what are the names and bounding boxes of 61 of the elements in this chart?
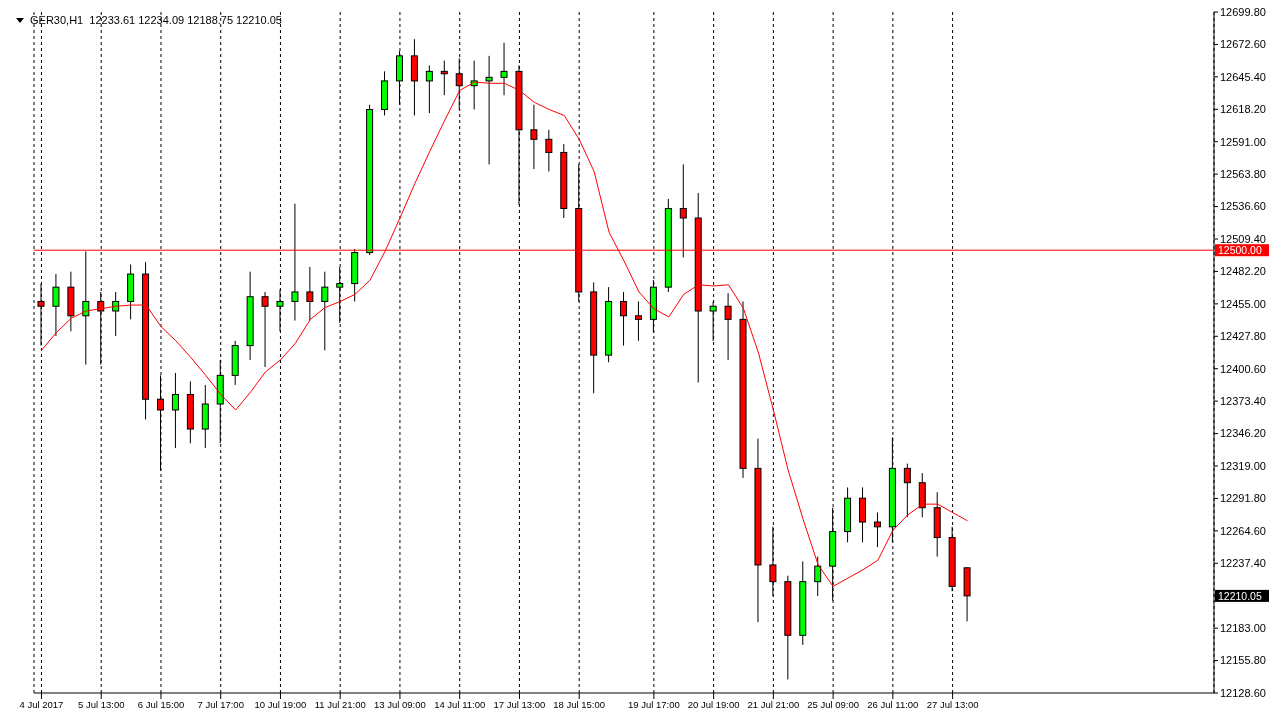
x-tick-label: 10 Jul 19:00 <box>254 698 307 710</box>
candlestick <box>261 291 269 368</box>
x-tick-label: 25 Jul 09:00 <box>807 698 859 710</box>
y-tick-label: 12672.60 <box>1220 38 1266 51</box>
candlestick <box>500 42 508 96</box>
y-tick-label: 12645.40 <box>1220 70 1266 83</box>
y-tick-label: 12346.20 <box>1220 427 1266 440</box>
chart-title: GER30,H1 12233.61 12234.09 12188.75 12210.05 <box>30 14 282 26</box>
candlestick <box>530 104 538 170</box>
y-tick-label: 12128.60 <box>1220 686 1266 699</box>
candlestick <box>724 292 732 361</box>
candlestick <box>873 512 881 548</box>
candlestick <box>171 372 179 449</box>
y-tick-label: 12509.40 <box>1220 232 1266 245</box>
y-tick-label: 12482.20 <box>1220 265 1266 278</box>
x-tick-label: 20 Jul 19:00 <box>687 698 740 710</box>
y-tick-label: 12373.40 <box>1220 395 1266 408</box>
candlestick <box>903 463 911 518</box>
y-tick-label: 12319.00 <box>1220 459 1266 472</box>
candlestick <box>440 60 448 96</box>
x-tick-label: 21 Jul 21:00 <box>747 698 800 710</box>
y-tick-label: 12183.00 <box>1220 622 1266 635</box>
y-tick-label: 12563.80 <box>1220 168 1266 181</box>
text: 12210.05 <box>1218 589 1262 602</box>
candlestick <box>112 291 120 337</box>
x-tick-label: 13 Jul 09:00 <box>374 698 426 710</box>
y-tick-label: 12455.00 <box>1220 297 1266 310</box>
y-tick-label: 12264.60 <box>1220 524 1266 537</box>
x-tick-label: 14 Jul 11:00 <box>434 698 486 710</box>
y-tick-label: 12536.60 <box>1220 200 1266 213</box>
candlestick <box>634 300 642 342</box>
y-tick-label: 12155.80 <box>1220 654 1266 667</box>
ref-line-label: 12500.00 <box>1218 244 1262 257</box>
y-tick-label: 12591.00 <box>1220 135 1266 148</box>
y-tick-label: 12427.80 <box>1220 330 1266 343</box>
x-tick-label: 27 Jul 13:00 <box>926 698 979 710</box>
y-tick-label: 12699.80 <box>1220 5 1266 18</box>
candlestick <box>545 129 553 173</box>
candlestick <box>306 266 314 322</box>
x-tick-label: 5 Jul 13:00 <box>77 698 125 710</box>
candlestick <box>291 203 299 322</box>
x-tick-label: 19 Jul 17:00 <box>627 698 680 710</box>
x-tick-label: 4 Jul 2017 <box>19 698 64 710</box>
x-tick-label: 18 Jul 15:00 <box>553 698 606 710</box>
candlestick <box>859 486 867 543</box>
x-tick-label: 11 Jul 21:00 <box>314 698 366 710</box>
y-tick-label: 12618.20 <box>1220 103 1266 116</box>
x-tick-label: 7 Jul 17:00 <box>197 698 244 710</box>
candlestick <box>82 250 90 366</box>
x-tick-label: 26 Jul 11:00 <box>867 698 919 710</box>
candlestick <box>485 55 493 165</box>
candlestick <box>620 291 628 347</box>
candlestick <box>814 556 822 597</box>
candlestick <box>425 64 433 114</box>
y-tick-label: 12237.40 <box>1220 557 1266 570</box>
y-tick-label: 12400.60 <box>1220 362 1266 375</box>
candlestick <box>321 271 329 351</box>
x-tick-label: 17 Jul 13:00 <box>493 698 546 710</box>
x-tick-label: 6 Jul 15:00 <box>137 698 185 710</box>
y-tick-label: 12291.80 <box>1220 492 1266 505</box>
candlestick <box>52 273 60 337</box>
